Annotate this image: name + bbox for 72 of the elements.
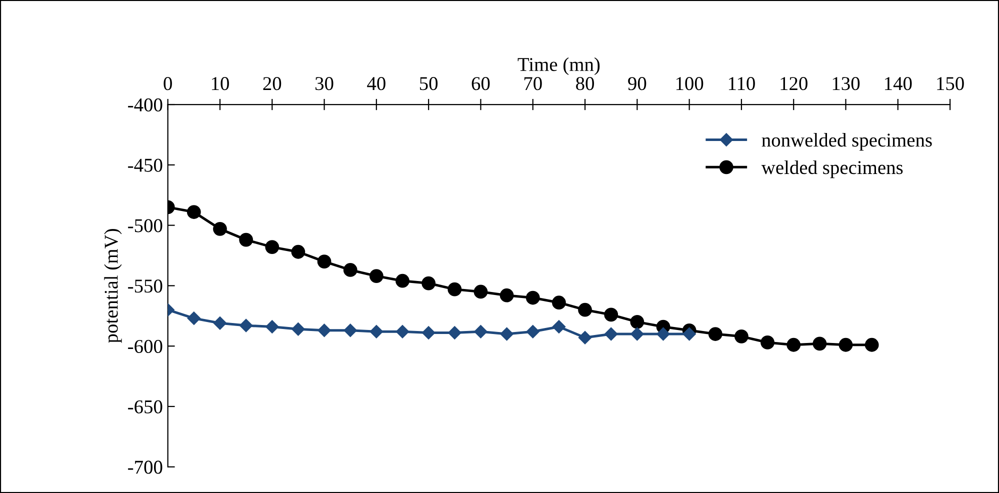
x-tick-label: 10 <box>212 77 229 90</box>
y-tick-label: -650 <box>128 400 162 414</box>
point <box>422 326 436 340</box>
point <box>474 284 488 299</box>
point <box>656 327 670 341</box>
x-tick-label: 40 <box>367 77 386 90</box>
point <box>396 274 410 288</box>
point <box>291 244 306 259</box>
y-tick-label: -550 <box>128 280 162 293</box>
y-tick-label: -700 <box>128 460 162 474</box>
point <box>630 314 644 329</box>
point <box>186 205 201 219</box>
point <box>526 325 540 338</box>
x-tick-label: 110 <box>728 77 755 90</box>
point <box>317 254 332 268</box>
point <box>265 240 280 254</box>
point <box>187 312 200 325</box>
point <box>786 338 801 352</box>
point <box>448 282 462 296</box>
point <box>526 290 540 305</box>
point <box>604 308 618 322</box>
x-axis-title: Time (mn) <box>518 57 600 76</box>
point <box>864 338 879 352</box>
point <box>630 327 644 341</box>
y-tick-label: -500 <box>128 219 162 232</box>
y-tick-label: -600 <box>128 340 162 354</box>
legend-label: nonwelded specimens <box>762 133 932 151</box>
x-tick-label: 60 <box>472 77 490 90</box>
y-tick-label: -400 <box>128 98 162 112</box>
x-tick-label: 50 <box>420 77 438 90</box>
point <box>604 327 618 341</box>
point <box>343 263 358 277</box>
y-tick-label: -450 <box>128 158 162 172</box>
x-tick-label: 100 <box>676 77 704 90</box>
point <box>552 296 566 310</box>
point <box>734 329 748 344</box>
point <box>500 288 514 302</box>
point <box>812 336 827 351</box>
point <box>838 338 853 352</box>
point <box>708 327 722 341</box>
x-tick-label: 20 <box>263 77 282 90</box>
point <box>422 276 436 290</box>
point <box>344 324 357 337</box>
x-tick-label: 120 <box>780 77 808 90</box>
point <box>474 325 488 338</box>
point <box>370 325 384 338</box>
x-tick-label: 130 <box>832 77 860 90</box>
point <box>552 320 566 334</box>
point <box>369 269 384 283</box>
point <box>239 318 253 332</box>
x-tick-label: 90 <box>628 77 646 90</box>
x-tick-label: 140 <box>885 77 912 90</box>
legend-label: welded specimens <box>761 160 903 178</box>
point <box>292 322 305 336</box>
x-tick-label: 30 <box>315 77 334 90</box>
point <box>266 320 279 334</box>
point <box>760 336 774 350</box>
x-tick-label: 150 <box>937 77 964 90</box>
y-axis-title: potential (mV) <box>104 229 122 343</box>
point <box>213 316 227 330</box>
point <box>318 324 331 337</box>
x-tick-label: 70 <box>524 77 542 90</box>
point <box>396 325 410 338</box>
point <box>578 331 592 344</box>
point <box>213 222 227 236</box>
x-tick-label: 80 <box>576 77 594 90</box>
x-tick-label: 0 <box>164 77 172 90</box>
point <box>500 327 514 341</box>
point <box>448 326 462 340</box>
point <box>682 327 696 341</box>
point <box>239 232 253 247</box>
point <box>578 302 592 317</box>
